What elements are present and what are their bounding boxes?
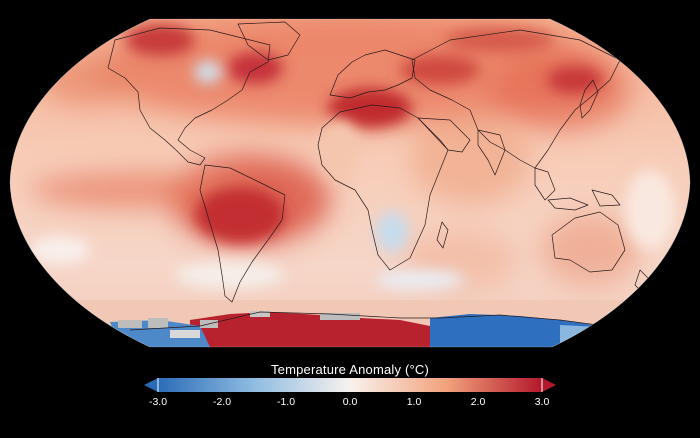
world-map	[9, 18, 691, 348]
colorbar-tick-label: 2.0	[470, 396, 486, 408]
anomaly-field	[10, 19, 690, 347]
colorbar-tick-label: -2.0	[212, 396, 232, 408]
colorbar-gradient	[158, 378, 542, 392]
globe-outline	[9, 18, 691, 348]
colorbar-tick-label: 0.0	[342, 396, 358, 408]
colorbar-tick-label: 1.0	[406, 396, 422, 408]
coastlines	[107, 21, 661, 341]
colorbar-tick-label: 3.0	[534, 396, 550, 408]
colorbar-tick-label: -1.0	[276, 396, 296, 408]
colorbar-extend-high	[542, 378, 556, 392]
legend-title: Temperature Anomaly (°C)	[270, 362, 430, 377]
colorbar-extend-low	[144, 378, 158, 392]
colorbar-tick-label: -3.0	[148, 396, 168, 408]
colorbar	[144, 378, 556, 392]
